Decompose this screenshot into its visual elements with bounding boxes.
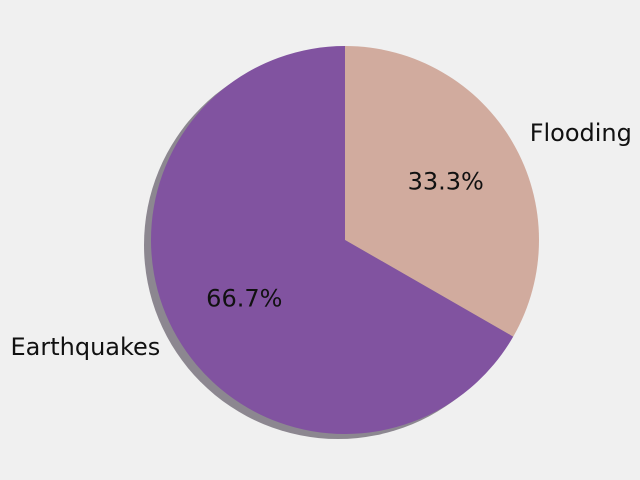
pie-percent-label-flooding: 33.3% (408, 168, 484, 196)
pie-slices (150, 46, 539, 434)
pie-category-label-earthquakes: Earthquakes (10, 333, 160, 361)
pie-category-label-flooding: Flooding (530, 119, 632, 147)
pie-slice-flooding (345, 46, 539, 337)
pie-labels: 33.3% Flooding 66.7% Earthquakes (10, 119, 631, 361)
pie-slice-earthquakes (150, 46, 514, 434)
pie-percent-label-earthquakes: 66.7% (206, 284, 282, 312)
